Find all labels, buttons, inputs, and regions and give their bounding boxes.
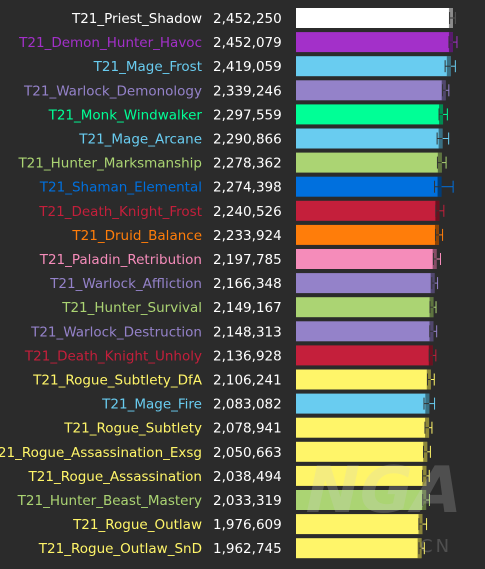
bar-0 <box>296 8 453 28</box>
value-label-15: 2,106,241 <box>213 373 282 389</box>
bars-layer <box>296 8 458 559</box>
error-bar-17 <box>424 421 433 434</box>
value-label-11: 2,166,348 <box>213 276 282 292</box>
value-label-12: 2,149,167 <box>213 300 282 316</box>
error-bar-4 <box>438 108 448 121</box>
labels-layer: T21_Priest_Shadow 2,452,250 T21_Demon_Hunt… <box>0 11 282 557</box>
value-label-2: 2,419,059 <box>213 59 282 75</box>
value-label-4: 2,297,559 <box>213 107 282 123</box>
category-label-7: T21_Shaman_Elemental <box>39 180 202 196</box>
error-bar-14 <box>428 349 437 362</box>
category-label-2: T21_Mage_Frost <box>93 59 202 75</box>
error-bar-5 <box>436 132 450 145</box>
category-label-20: T21_Hunter_Beast_Mastery <box>17 493 202 509</box>
value-label-1: 2,452,079 <box>213 35 282 51</box>
bar-21 <box>296 514 423 535</box>
bar-8 <box>296 200 440 221</box>
value-label-13: 2,148,313 <box>213 324 282 340</box>
bar-6 <box>296 152 442 173</box>
value-label-6: 2,278,362 <box>213 156 282 172</box>
category-label-5: T21_Mage_Arcane <box>78 132 202 148</box>
category-label-0: T21_Priest_Shadow <box>71 11 202 27</box>
error-bar-10 <box>432 253 442 265</box>
error-bar-6 <box>436 156 447 169</box>
bar-11 <box>296 273 435 294</box>
bar-1 <box>296 32 453 53</box>
error-bar-7 <box>434 180 454 193</box>
bar-17 <box>296 417 430 438</box>
error-bar-21 <box>418 518 428 531</box>
error-bar-13 <box>429 325 438 338</box>
value-label-18: 2,050,663 <box>213 445 282 461</box>
bar-3 <box>296 80 446 101</box>
bar-22 <box>296 538 422 559</box>
bar-13 <box>296 321 434 342</box>
value-label-20: 2,033,319 <box>213 493 282 509</box>
bar-12 <box>296 297 434 318</box>
bar-7 <box>296 176 442 197</box>
bar-19 <box>296 465 427 486</box>
category-label-13: T21_Warlock_Destruction <box>30 324 202 340</box>
category-label-12: T21_Hunter_Survival <box>61 300 202 316</box>
bar-15 <box>296 369 431 390</box>
bar-18 <box>296 441 428 462</box>
error-bar-3 <box>442 84 450 97</box>
error-bar-19 <box>422 469 430 482</box>
bar-2 <box>296 56 451 77</box>
category-label-11: T21_Warlock_Affliction <box>49 276 202 292</box>
category-label-9: T21_Druid_Balance <box>71 228 202 244</box>
category-label-8: T21_Death_Knight_Frost <box>38 204 202 220</box>
category-label-3: T21_Warlock_Demonology <box>23 83 202 99</box>
error-bar-18 <box>422 445 431 458</box>
category-label-18: T21_Rogue_Assassination_Exsg <box>0 445 202 461</box>
error-bar-9 <box>435 228 444 241</box>
error-bar-2 <box>444 60 456 73</box>
value-label-19: 2,038,494 <box>213 469 282 485</box>
category-label-15: T21_Rogue_Subtlety_DfA <box>32 373 203 389</box>
watermark-text: NGA <box>298 454 469 528</box>
value-label-22: 1,962,745 <box>213 541 282 557</box>
category-label-21: T21_Rogue_Outlaw <box>72 517 202 533</box>
category-label-10: T21_Paladin_Retribution <box>39 252 202 268</box>
bar-4 <box>296 104 444 125</box>
error-bar-20 <box>422 494 430 506</box>
value-label-17: 2,078,941 <box>213 421 282 437</box>
error-bar-16 <box>423 397 436 410</box>
category-label-6: T21_Hunter_Marksmanship <box>17 156 202 172</box>
error-bar-1 <box>448 36 458 49</box>
category-label-1: T21_Demon_Hunter_Havoc <box>18 35 202 51</box>
value-label-14: 2,136,928 <box>213 348 282 364</box>
value-label-16: 2,083,082 <box>213 397 282 413</box>
category-label-17: T21_Rogue_Subtlety <box>63 421 202 437</box>
value-label-5: 2,290,866 <box>213 132 282 148</box>
category-label-22: T21_Rogue_Outlaw_SnD <box>38 541 202 557</box>
bar-14 <box>296 345 433 366</box>
error-bar-15 <box>427 373 435 386</box>
category-label-4: T21_Monk_Windwalker <box>48 107 203 123</box>
error-bar-0 <box>449 12 456 24</box>
error-bar-22 <box>418 542 425 555</box>
bar-9 <box>296 224 439 245</box>
value-label-10: 2,197,785 <box>213 252 282 268</box>
bar-20 <box>296 490 427 510</box>
value-label-9: 2,233,924 <box>213 228 282 244</box>
value-label-0: 2,452,250 <box>213 11 282 27</box>
value-label-7: 2,274,398 <box>213 180 282 196</box>
error-bar-8 <box>435 204 445 217</box>
bar-5 <box>296 128 443 149</box>
error-bar-11 <box>431 277 439 290</box>
category-label-16: T21_Mage_Fire <box>101 397 202 413</box>
category-label-19: T21_Rogue_Assassination <box>28 469 202 485</box>
watermark-subtext: CN <box>420 536 452 557</box>
value-label-21: 1,976,609 <box>213 517 282 533</box>
bar-10 <box>296 249 437 269</box>
value-label-3: 2,339,246 <box>213 83 282 99</box>
error-bar-12 <box>429 301 437 314</box>
bar-16 <box>296 393 430 414</box>
value-label-8: 2,240,526 <box>213 204 282 220</box>
category-label-14: T21_Death_Knight_Unholy <box>24 348 202 364</box>
watermark-logo: NGA CN <box>298 454 469 557</box>
